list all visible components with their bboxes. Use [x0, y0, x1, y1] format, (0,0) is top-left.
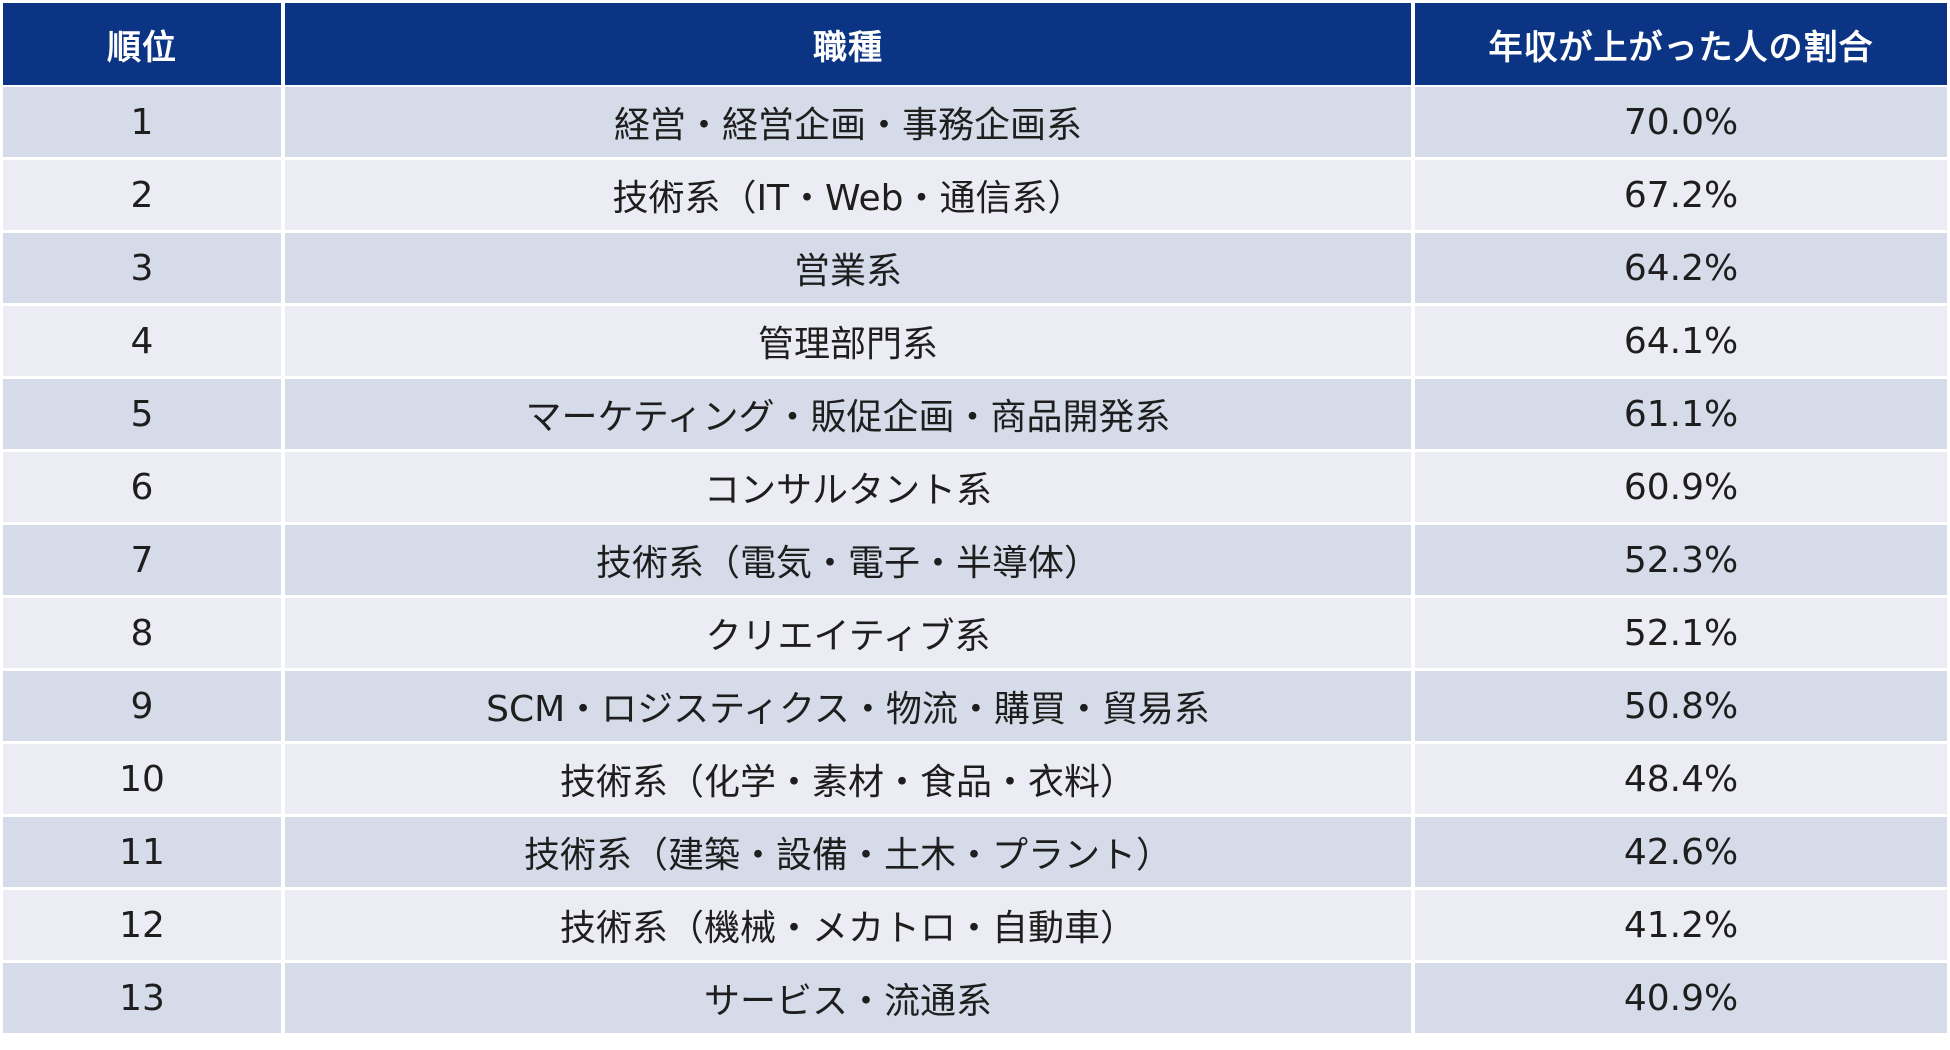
- table-row: 2 技術系（IT・Web・通信系） 67.2%: [3, 160, 1947, 233]
- job-cell: 管理部門系: [285, 306, 1415, 379]
- job-cell: クリエイティブ系: [285, 598, 1415, 671]
- rate-cell: 61.1%: [1415, 379, 1947, 452]
- table-row: 7 技術系（電気・電子・半導体） 52.3%: [3, 525, 1947, 598]
- rate-cell: 70.0%: [1415, 87, 1947, 160]
- table-row: 1 経営・経営企画・事務企画系 70.0%: [3, 87, 1947, 160]
- rank-cell: 9: [3, 671, 285, 744]
- job-cell: コンサルタント系: [285, 452, 1415, 525]
- table-row: 9 SCM・ロジスティクス・物流・購買・貿易系 50.8%: [3, 671, 1947, 744]
- rate-cell: 52.3%: [1415, 525, 1947, 598]
- rate-cell: 40.9%: [1415, 963, 1947, 1036]
- table-row: 10 技術系（化学・素材・食品・衣料） 48.4%: [3, 744, 1947, 817]
- table-row: 6 コンサルタント系 60.9%: [3, 452, 1947, 525]
- table-row: 4 管理部門系 64.1%: [3, 306, 1947, 379]
- table-row: 12 技術系（機械・メカトロ・自動車） 41.2%: [3, 890, 1947, 963]
- job-cell: 経営・経営企画・事務企画系: [285, 87, 1415, 160]
- table-row: 8 クリエイティブ系 52.1%: [3, 598, 1947, 671]
- rate-cell: 42.6%: [1415, 817, 1947, 890]
- ranking-table: 順位 職種 年収が上がった人の割合 1 経営・経営企画・事務企画系 70.0% 2 技術…: [3, 3, 1947, 1036]
- rate-cell: 64.2%: [1415, 233, 1947, 306]
- job-cell: 技術系（建築・設備・土木・プラント）: [285, 817, 1415, 890]
- rank-cell: 3: [3, 233, 285, 306]
- header-rank: 順位: [3, 3, 285, 87]
- job-cell: SCM・ロジスティクス・物流・購買・貿易系: [285, 671, 1415, 744]
- job-cell: 技術系（化学・素材・食品・衣料）: [285, 744, 1415, 817]
- rate-cell: 52.1%: [1415, 598, 1947, 671]
- job-cell: 技術系（IT・Web・通信系）: [285, 160, 1415, 233]
- rate-cell: 48.4%: [1415, 744, 1947, 817]
- header-rate: 年収が上がった人の割合: [1415, 3, 1947, 87]
- rank-cell: 7: [3, 525, 285, 598]
- rate-cell: 67.2%: [1415, 160, 1947, 233]
- table-header-row: 順位 職種 年収が上がった人の割合: [3, 3, 1947, 87]
- rank-cell: 2: [3, 160, 285, 233]
- rate-cell: 60.9%: [1415, 452, 1947, 525]
- table-row: 5 マーケティング・販促企画・商品開発系 61.1%: [3, 379, 1947, 452]
- rank-cell: 4: [3, 306, 285, 379]
- rank-cell: 6: [3, 452, 285, 525]
- job-cell: マーケティング・販促企画・商品開発系: [285, 379, 1415, 452]
- table-row: 3 営業系 64.2%: [3, 233, 1947, 306]
- table-row: 13 サービス・流通系 40.9%: [3, 963, 1947, 1036]
- job-cell: 営業系: [285, 233, 1415, 306]
- rank-cell: 5: [3, 379, 285, 452]
- rate-cell: 50.8%: [1415, 671, 1947, 744]
- table-row: 11 技術系（建築・設備・土木・プラント） 42.6%: [3, 817, 1947, 890]
- rate-cell: 41.2%: [1415, 890, 1947, 963]
- rank-cell: 1: [3, 87, 285, 160]
- rank-cell: 11: [3, 817, 285, 890]
- rank-cell: 10: [3, 744, 285, 817]
- rank-cell: 8: [3, 598, 285, 671]
- table-body: 1 経営・経営企画・事務企画系 70.0% 2 技術系（IT・Web・通信系） 67.2%…: [3, 87, 1947, 1036]
- rate-cell: 64.1%: [1415, 306, 1947, 379]
- rank-cell: 13: [3, 963, 285, 1036]
- rank-cell: 12: [3, 890, 285, 963]
- job-cell: 技術系（電気・電子・半導体）: [285, 525, 1415, 598]
- header-job: 職種: [285, 3, 1415, 87]
- job-cell: 技術系（機械・メカトロ・自動車）: [285, 890, 1415, 963]
- job-cell: サービス・流通系: [285, 963, 1415, 1036]
